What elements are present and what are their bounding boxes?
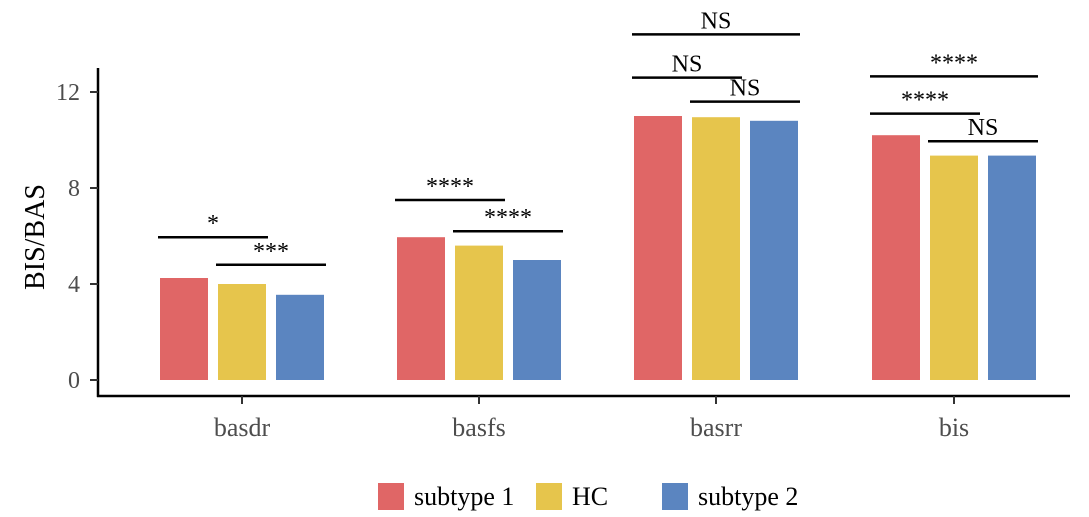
significance-label: NS xyxy=(968,115,999,141)
y-tick-label: 8 xyxy=(68,176,80,202)
bar-basrr-subtype-2 xyxy=(750,120,798,381)
y-axis-title: BIS/BAS xyxy=(20,184,51,290)
significance-label: NS xyxy=(701,8,732,34)
significance-label: **** xyxy=(426,174,474,200)
bar-basdr-subtype-2 xyxy=(276,294,324,380)
y-tick-label: 0 xyxy=(68,368,80,394)
x-tick-label-bis: bis xyxy=(939,413,969,442)
legend-label-subtype-2: subtype 2 xyxy=(698,482,798,511)
legend: subtype 1 HC subtype 2 xyxy=(378,482,798,511)
bar-basrr-hc xyxy=(692,117,740,380)
significance-label: **** xyxy=(901,88,949,114)
axes-layer xyxy=(96,68,1070,398)
significance-label: NS xyxy=(672,52,703,78)
bar-basfs-hc xyxy=(455,245,503,380)
bars-layer xyxy=(160,116,1036,381)
significance-label: **** xyxy=(484,205,532,231)
significance-label: *** xyxy=(253,239,289,265)
bar-basdr-subtype-1 xyxy=(160,278,208,380)
x-ticks: basdr basfs basrr bis xyxy=(214,396,969,442)
y-ticks: 0 4 8 12 xyxy=(56,80,98,394)
x-tick-label-basdr: basdr xyxy=(214,413,271,442)
significance-label: NS xyxy=(730,76,761,102)
bar-basfs-subtype-1 xyxy=(397,237,445,380)
bar-bis-subtype-2 xyxy=(988,155,1036,380)
legend-swatch-hc xyxy=(536,483,562,510)
bar-basrr-subtype-1 xyxy=(634,116,682,380)
significance-label: **** xyxy=(930,50,978,76)
legend-swatch-subtype-1 xyxy=(378,483,404,510)
x-tick-label-basfs: basfs xyxy=(452,413,505,442)
x-tick-label-basrr: basrr xyxy=(690,413,742,442)
bar-bis-hc xyxy=(930,155,978,380)
legend-label-hc: HC xyxy=(572,482,608,511)
y-tick-label: 4 xyxy=(68,272,80,298)
bar-basdr-hc xyxy=(218,284,266,380)
bar-bis-subtype-1 xyxy=(872,135,920,380)
legend-label-subtype-1: subtype 1 xyxy=(414,482,514,511)
y-tick-label: 12 xyxy=(56,80,80,106)
significance-label: * xyxy=(207,211,219,237)
bar-basfs-subtype-2 xyxy=(513,260,561,380)
legend-swatch-subtype-2 xyxy=(662,483,688,510)
